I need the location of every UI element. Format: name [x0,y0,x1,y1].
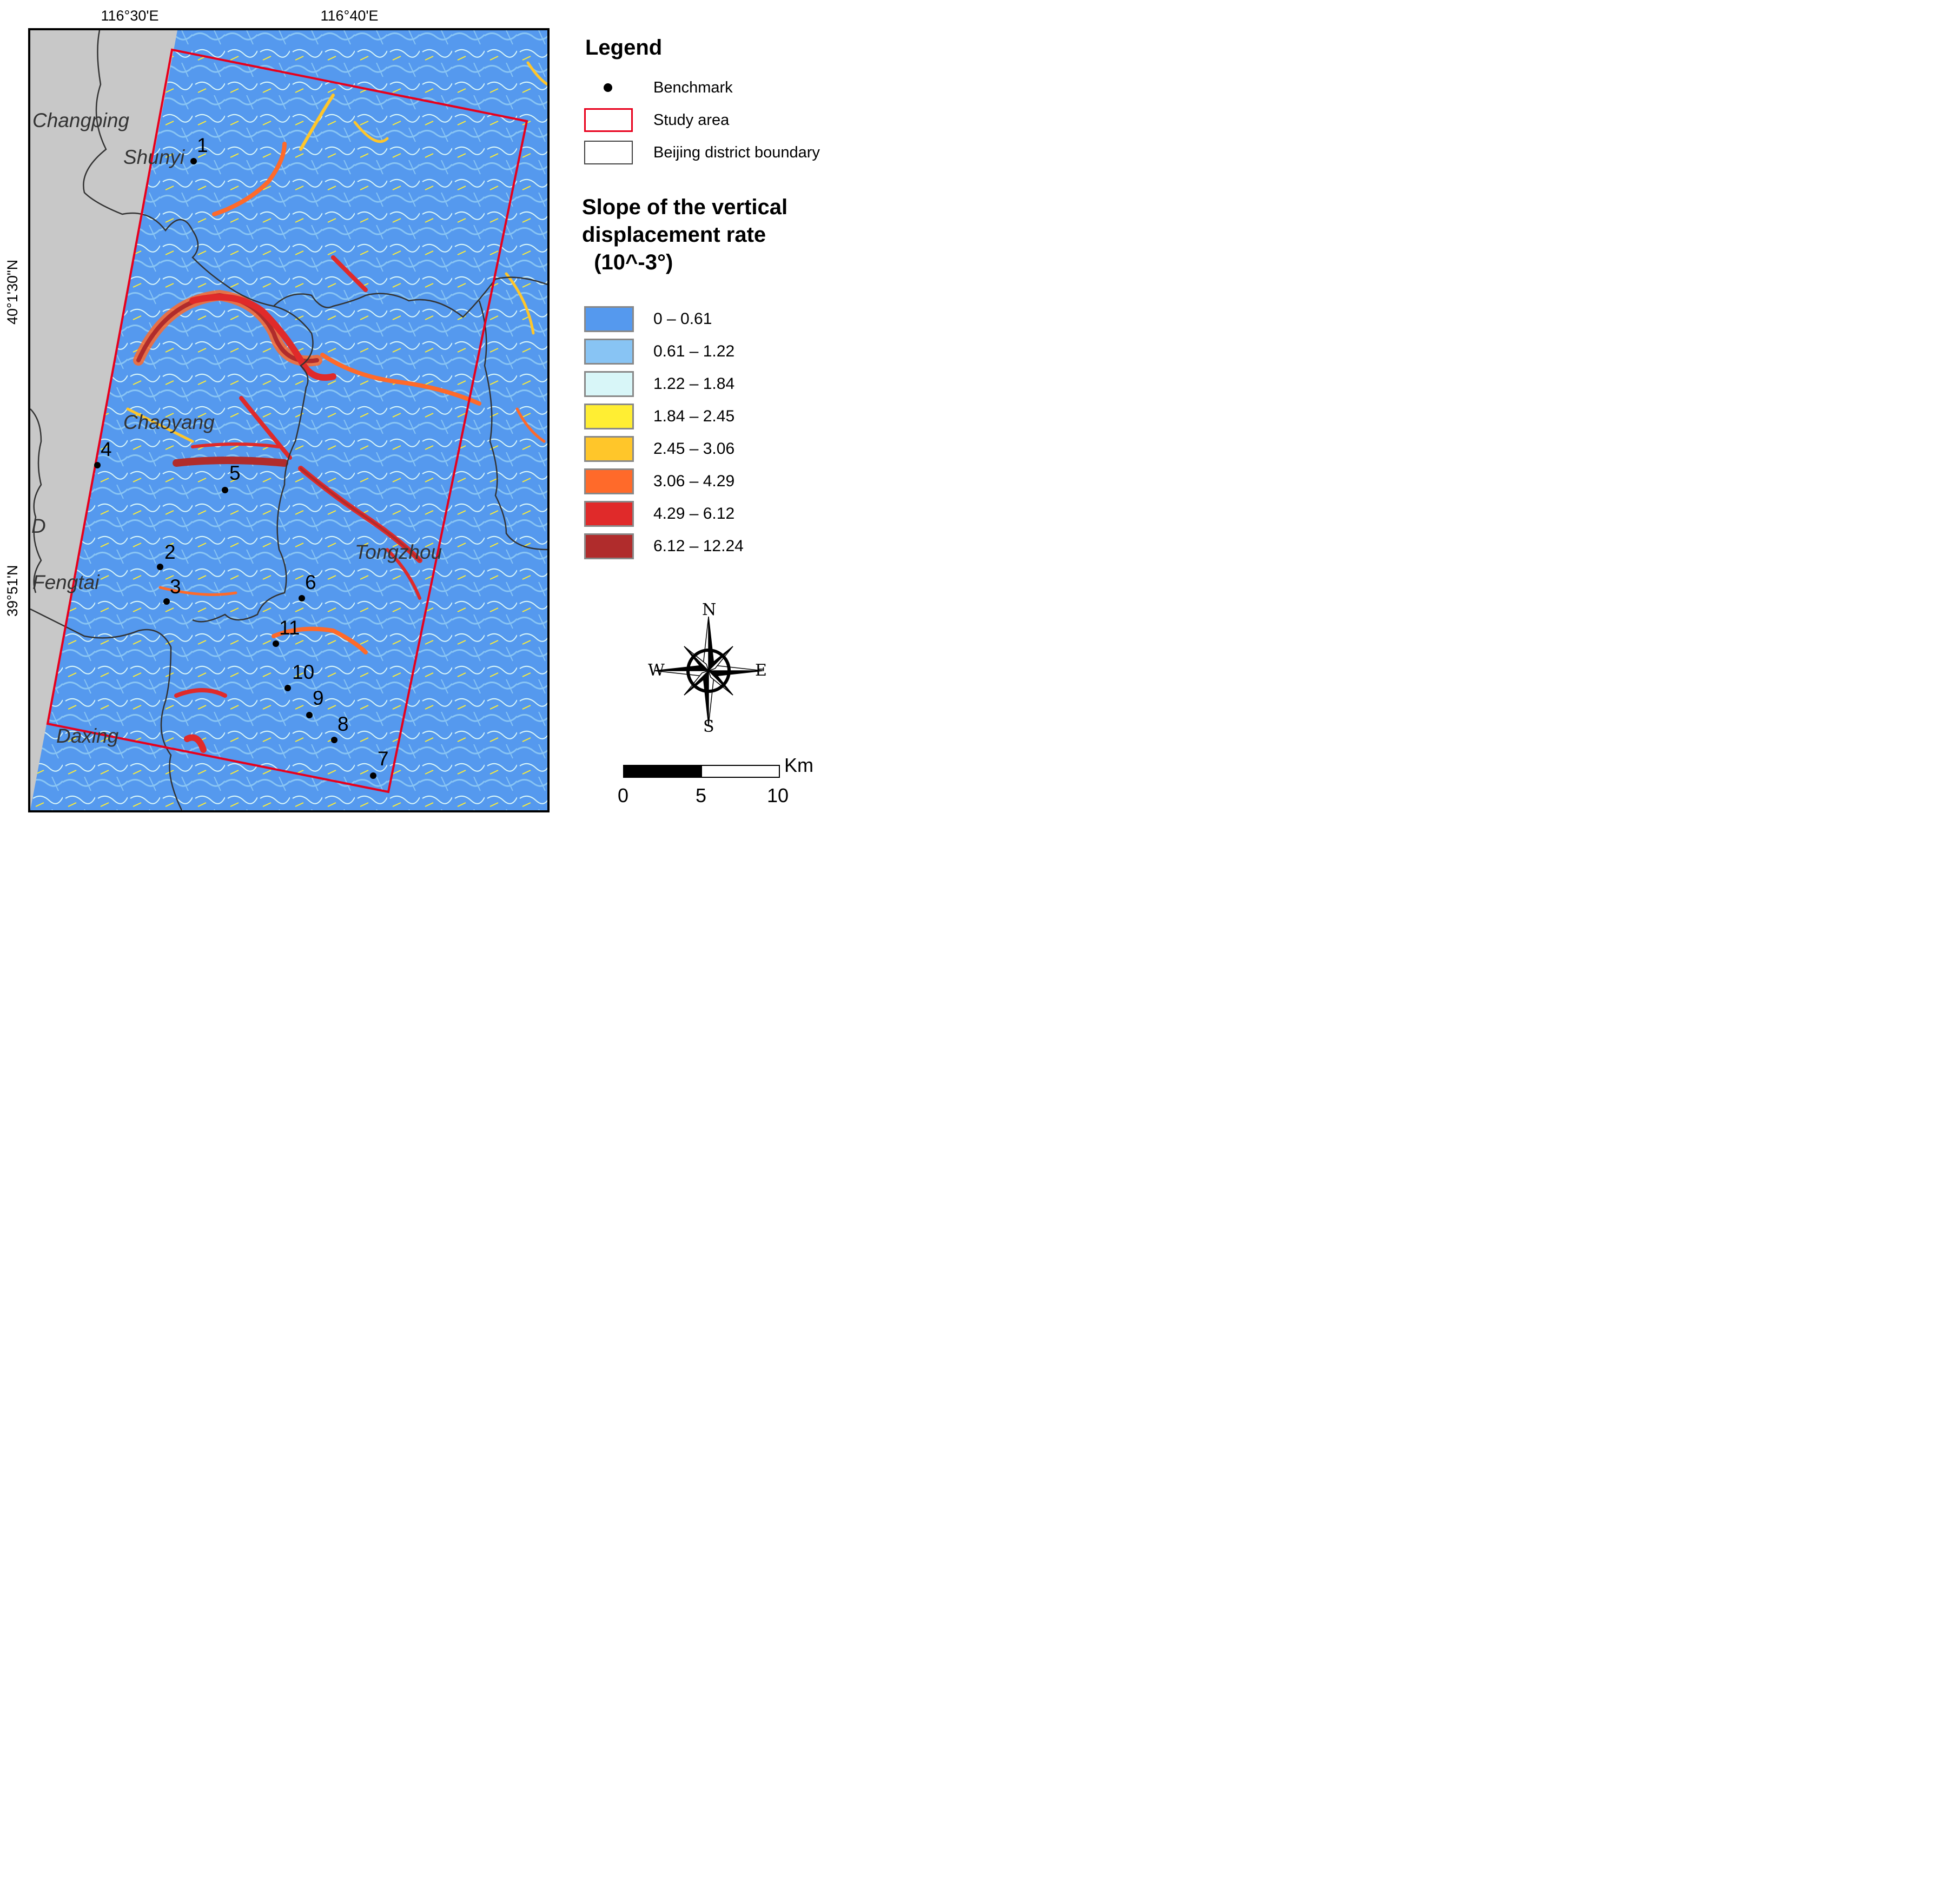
legend-item-label: Beijing district boundary [653,144,820,161]
class-label: 0.61 – 1.22 [653,342,735,360]
benchmark-9-label: 9 [313,687,324,709]
class-label: 3.06 – 4.29 [653,472,735,490]
benchmark-7-marker [370,772,376,779]
boundary-chaoyang-tongzhou [192,305,314,623]
scale-bar-white-segment [701,765,780,778]
benchmark-9-marker [306,712,313,718]
scale-label-0: 0 [617,784,629,806]
benchmark-2-label: 2 [164,541,176,563]
class-swatch [584,371,634,397]
class-swatch [584,501,634,527]
class-label: 0 – 0.61 [653,310,712,328]
benchmark-8-label: 8 [337,713,349,735]
south-letter: S [703,717,714,736]
district-label-daxing: Daxing [56,725,119,747]
benchmark-5-marker [222,487,228,493]
benchmark-1-marker [190,158,197,164]
boundary-tongzhou-east [478,300,547,551]
boundary-west [30,408,42,593]
north-letter: N [702,600,717,619]
slope-hotspots [126,61,547,753]
district-label-fengtai: Fengtai [32,571,100,593]
scale-unit: Km [784,754,813,776]
boundary-chaoyang-fengtai [30,608,183,810]
lon-label-116-40: 116°40'E [320,8,379,24]
scale-bar-black-segment [623,765,703,778]
benchmark-10-marker [284,685,291,691]
scale-label-5: 5 [695,784,707,806]
compass-rose-icon [654,616,763,725]
study-area-rect-icon [584,108,633,132]
slope-legend-title: Slope of the vertical displacement rate … [582,195,788,274]
district-label-d: D [31,515,46,537]
benchmark-11-marker [273,640,279,647]
legend-title: Legend [585,36,663,60]
class-swatch [584,436,634,462]
map-canvas [30,30,547,810]
benchmark-6-label: 6 [305,571,316,593]
north-arrow: N S E W [644,600,773,736]
benchmark-8-marker [331,737,337,743]
district-label-chaoyang: Chaoyang [123,411,215,433]
benchmark-10-label: 10 [292,661,315,683]
study-area-outline [46,48,528,794]
legend-item-label: Study area [653,111,730,129]
legend-item-label: Benchmark [653,79,733,96]
class-label: 1.84 – 2.45 [653,407,735,425]
scale-bar: Km 0 5 10 [617,754,833,811]
benchmark-1-label: 1 [197,134,208,156]
class-label: 4.29 – 6.12 [653,505,735,523]
boundary-rect-icon [584,141,633,164]
class-swatch [584,468,634,494]
map-frame: Changping Shunyi Chaoyang D Fengtai Tong… [28,28,550,812]
benchmark-2-marker [157,564,163,570]
class-label: 6.12 – 12.24 [653,537,744,555]
benchmark-dot-icon [584,76,633,100]
west-letter: W [648,661,665,680]
boundary-changping-shunyi [83,30,547,318]
class-swatch [584,404,634,429]
lat-label-40-1-30: 40°1'30"N [4,259,21,325]
benchmark-6-marker [299,595,305,601]
district-label-tongzhou: Tongzhou [355,541,442,563]
benchmark-3-marker [163,598,170,605]
scale-label-10: 10 [766,784,789,806]
district-label-shunyi: Shunyi [123,146,185,168]
benchmark-3-label: 3 [170,576,181,598]
class-swatch [584,306,634,332]
lon-label-116-30: 116°30'E [101,8,159,24]
district-label-changping: Changping [32,109,129,131]
class-swatch [584,339,634,365]
class-label: 1.22 – 1.84 [653,375,735,393]
class-label: 2.45 – 3.06 [653,440,735,458]
class-swatch [584,533,634,559]
benchmark-4-label: 4 [101,438,112,460]
district-boundaries [30,30,547,810]
benchmark-4-marker [94,462,101,468]
benchmark-7-label: 7 [378,748,389,770]
lat-label-39-51: 39°51'N [4,565,21,617]
east-letter: E [755,661,767,680]
benchmark-11-label: 11 [279,617,300,639]
benchmark-5-label: 5 [229,462,241,484]
